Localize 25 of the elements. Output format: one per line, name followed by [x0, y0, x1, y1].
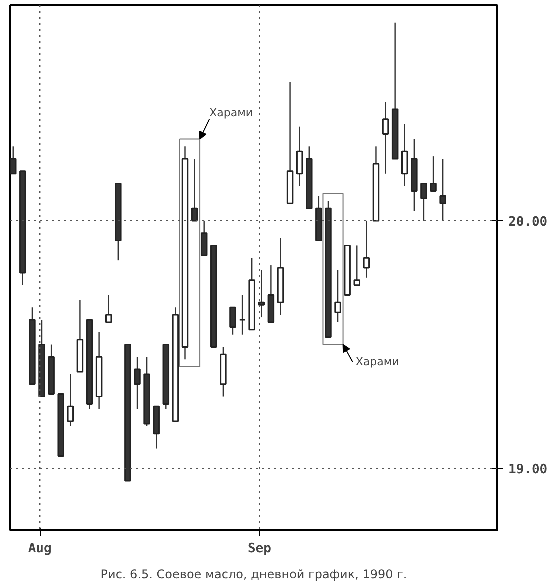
candlestick [354, 245, 361, 286]
text: Рис. 6.5. Соевое масло, дневной график, 1990 г. [100, 568, 408, 582]
annotation: Харами [210, 106, 254, 120]
candlestick [402, 124, 408, 187]
x-tick-label: Aug [28, 542, 52, 556]
candlestick [296, 126, 304, 187]
candlestick [200, 220, 208, 256]
candlestick [334, 270, 342, 324]
y-tick-label: 19.00 [508, 462, 548, 478]
candlestick [382, 101, 390, 174]
candlestick [10, 146, 17, 175]
candlestick [191, 158, 198, 222]
candlestick [430, 156, 437, 192]
x-tick-label: Sep [248, 542, 272, 556]
candlestick [363, 220, 370, 279]
candlestick [67, 374, 74, 428]
y-tick-label: 20.00 [508, 214, 548, 230]
annotation: Харами [356, 356, 400, 369]
candlestick [239, 294, 246, 336]
candlestick [134, 356, 141, 410]
candlestick [258, 270, 266, 318]
candlestick [440, 158, 446, 222]
candlestick [420, 183, 428, 222]
candlestick [230, 306, 236, 336]
candlestick [105, 294, 112, 324]
